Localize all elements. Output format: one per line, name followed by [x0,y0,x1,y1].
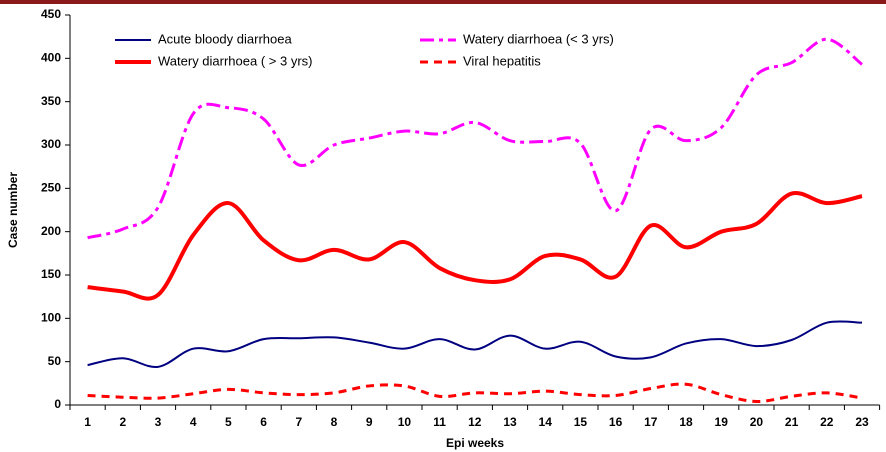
x-tick-label: 15 [574,415,588,429]
series-line [87,37,863,240]
x-tick-label: 1 [84,415,91,429]
x-tick-label: 5 [225,415,232,429]
y-tick-label: 150 [41,267,61,281]
series-line [87,320,863,368]
x-tick-label: 20 [750,415,764,429]
x-tick-label: 9 [366,415,373,429]
x-tick-label: 18 [679,415,693,429]
series-line [87,382,863,404]
x-tick-label: 14 [539,415,553,429]
y-tick-label: 0 [54,397,61,411]
x-tick-label: 19 [715,415,729,429]
x-tick-label: 7 [295,415,302,429]
legend-label: Viral hepatitis [463,53,541,68]
x-tick-label: 21 [785,415,799,429]
x-tick-label: 8 [331,415,338,429]
x-tick-label: 17 [644,415,658,429]
series-line [87,190,863,301]
x-tick-label: 23 [855,415,869,429]
x-tick-label: 16 [609,415,623,429]
x-tick-label: 11 [433,415,446,429]
y-tick-label: 250 [41,181,61,195]
legend-label: Acute bloody diarrhoea [158,31,292,46]
legend-label: Watery diarrhoea (< 3 yrs) [463,31,614,46]
x-tick-label: 2 [119,415,126,429]
y-tick-label: 100 [41,311,61,325]
y-tick-label: 300 [41,137,61,151]
x-tick-label: 13 [503,415,517,429]
y-tick-label: 50 [48,354,62,368]
y-tick-label: 200 [41,224,61,238]
y-tick-label: 350 [41,94,61,108]
x-axis-label: Epi weeks [446,436,504,450]
top-band [0,0,886,4]
x-tick-label: 12 [468,415,482,429]
x-tick-label: 22 [820,415,834,429]
y-axis-label: Case number [6,172,20,248]
x-tick-label: 4 [190,415,197,429]
x-tick-label: 10 [398,415,412,429]
legend-label: Watery diarrhoea ( > 3 yrs) [158,53,312,68]
x-tick-label: 6 [260,415,267,429]
x-tick-label: 3 [155,415,162,429]
y-tick-label: 400 [41,51,61,65]
y-tick-label: 450 [41,7,61,21]
